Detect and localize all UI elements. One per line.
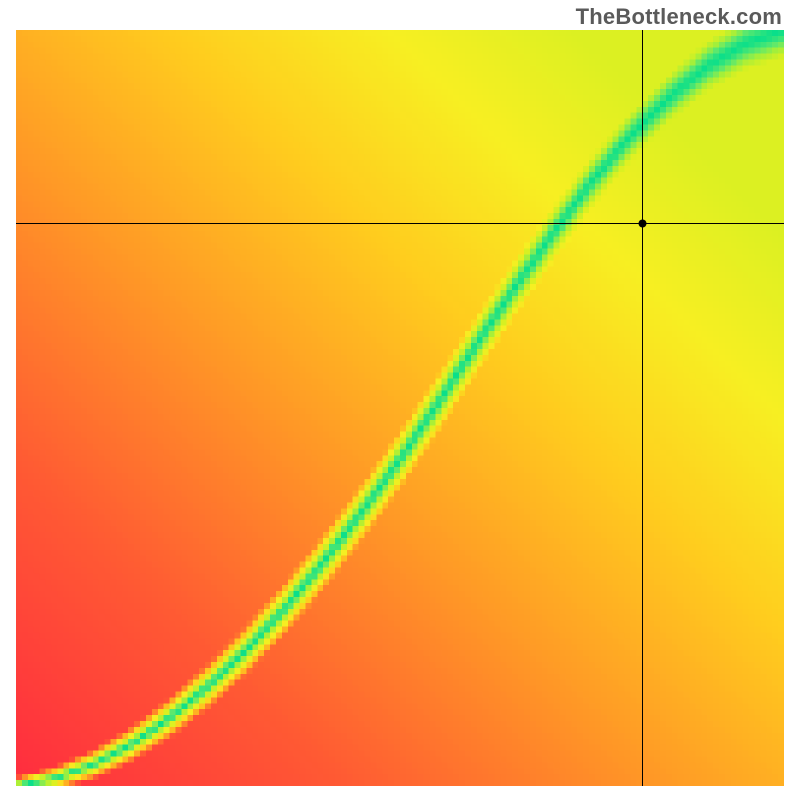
heatmap-plot xyxy=(16,30,784,786)
watermark-text: TheBottleneck.com xyxy=(576,4,782,30)
crosshair-marker xyxy=(16,30,784,786)
